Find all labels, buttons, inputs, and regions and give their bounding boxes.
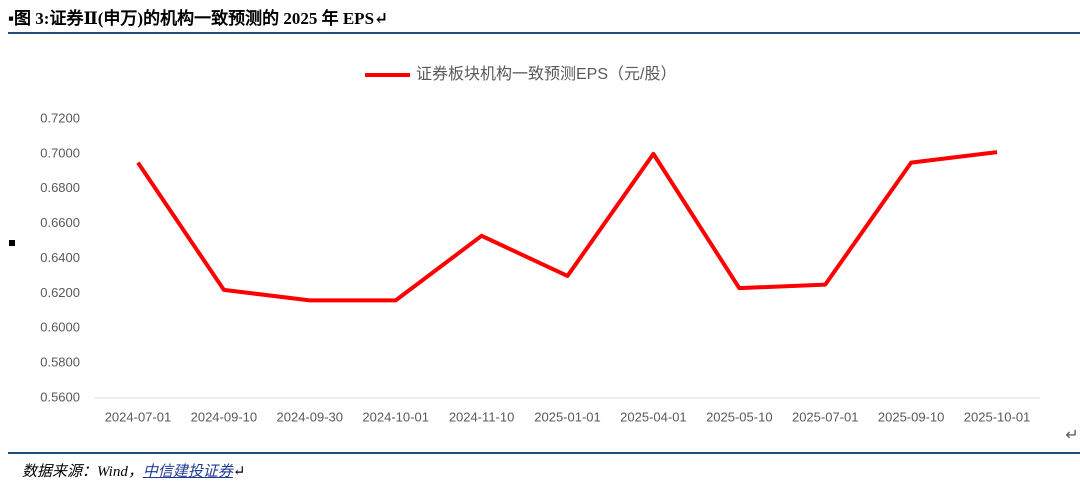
- top-rule: [8, 32, 1080, 34]
- y-tick-label: 0.7000: [40, 145, 80, 160]
- series-line: [136, 150, 998, 303]
- x-tick-label: 2024-11-10: [449, 409, 515, 424]
- paragraph-mark: ↵: [1065, 427, 1078, 444]
- y-tick-label: 0.6400: [40, 250, 80, 265]
- x-tick-label: 2024-09-30: [277, 409, 344, 424]
- source-mark: ↵: [232, 464, 246, 480]
- x-tick-label: 2024-09-10: [191, 409, 258, 424]
- figure-caption: ▪图 3:证券Ⅱ(申万)的机构一致预测的 2025 年 EPS↵: [8, 9, 389, 28]
- y-tick-label: 0.6800: [40, 180, 80, 195]
- bullet: [9, 240, 15, 246]
- x-tick-label: 2025-05-10: [706, 409, 773, 424]
- x-tick-label: 2024-10-01: [362, 409, 429, 424]
- y-tick-label: 0.5800: [40, 355, 80, 370]
- source-link[interactable]: 中信建投证券: [142, 464, 233, 480]
- x-tick-label: 2025-04-01: [620, 409, 687, 424]
- x-tick-label: 2025-01-01: [534, 409, 601, 424]
- source-prefix: 数据来源：Wind，: [22, 464, 143, 480]
- y-tick-label: 0.5600: [40, 389, 80, 404]
- bottom-rule: [8, 452, 1080, 454]
- x-tick-label: 2025-09-10: [878, 409, 945, 424]
- y-tick-label: 0.6600: [40, 215, 80, 230]
- legend-label: 证券板块机构一致预测EPS（元/股）: [416, 65, 676, 83]
- x-tick-label: 2024-07-01: [105, 409, 172, 424]
- source: 数据来源：Wind，中信建投证券↵: [22, 460, 245, 481]
- y-tick-label: 0.6000: [40, 320, 80, 335]
- x-tick-label: 2025-07-01: [792, 409, 859, 424]
- y-tick-label: 0.7200: [40, 110, 80, 125]
- y-tick-label: 0.6200: [40, 285, 80, 300]
- x-tick-label: 2025-10-01: [964, 409, 1031, 424]
- caption-text: 图 3:证券Ⅱ(申万)的机构一致预测的 2025 年 EPS↵: [14, 9, 389, 28]
